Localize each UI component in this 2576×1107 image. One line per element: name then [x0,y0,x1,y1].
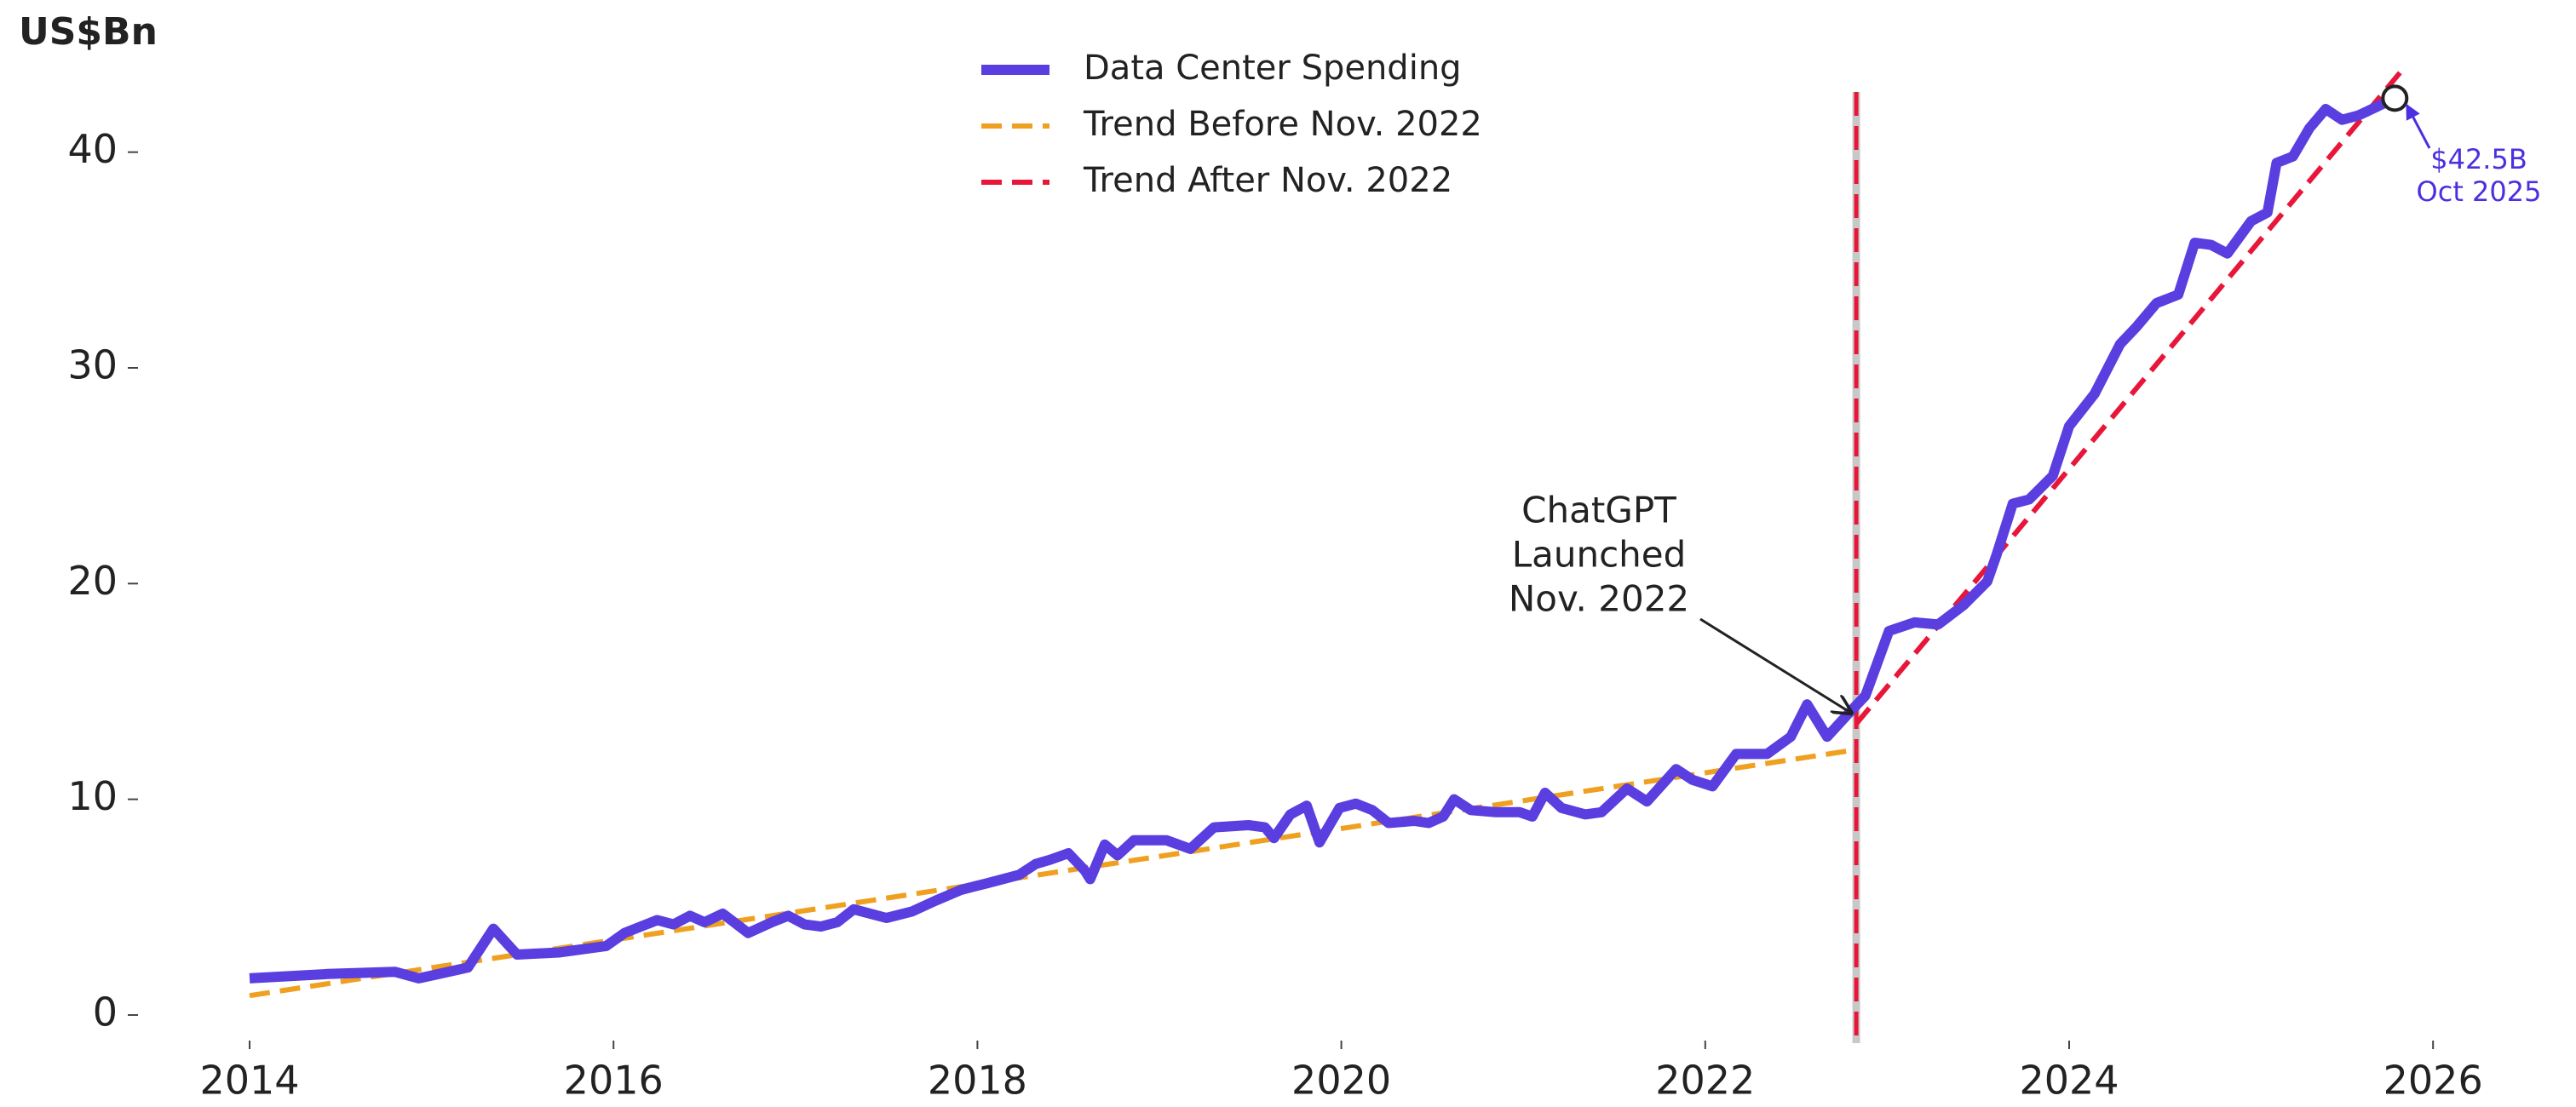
y-tick-label: 40 [67,126,118,172]
x-tick-label: 2016 [564,1058,664,1104]
y-tick-label: 20 [67,558,118,604]
x-tick-label: 2026 [2383,1058,2483,1104]
legend-label: Trend Before Nov. 2022 [1083,105,1482,144]
annotation-text: $42.5B [2430,143,2527,175]
annotation-arrow [1699,617,1851,713]
annotation-text: Launched [1512,534,1687,576]
legend-label: Data Center Spending [1084,49,1462,88]
annotation-arrow [2405,103,2431,149]
legend-label: Trend After Nov. 2022 [1083,161,1452,200]
x-tick-label: 2024 [2019,1058,2119,1104]
end-marker [2381,84,2409,112]
annotation-text: ChatGPT [1521,490,1676,531]
x-tick-label: 2020 [1291,1058,1391,1104]
x-tick-label: 2022 [1655,1058,1755,1104]
trend-line [249,747,1857,999]
y-tick-label: 30 [67,341,118,387]
x-tick-label: 2018 [928,1058,1027,1104]
annotation-text: Nov. 2022 [1509,578,1689,620]
annotation-text: Oct 2025 [2417,175,2542,208]
y-tick-label: 0 [93,989,118,1035]
line [249,93,2397,984]
x-tick-label: 2014 [199,1058,299,1104]
y-tick-label: 10 [67,773,118,819]
y-unit-label: US$Bn [19,10,158,54]
